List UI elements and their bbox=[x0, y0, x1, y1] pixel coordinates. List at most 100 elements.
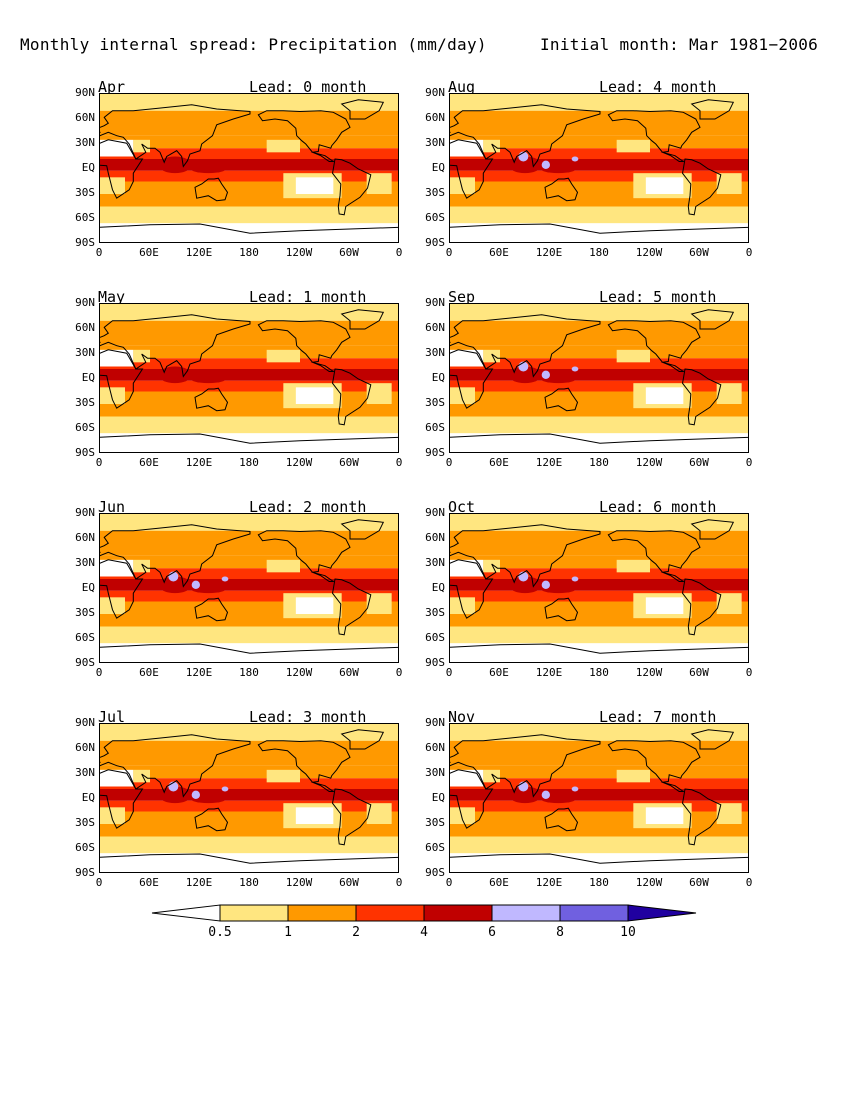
peak-spread bbox=[541, 790, 550, 799]
coastline bbox=[450, 349, 494, 409]
dry-zone bbox=[295, 387, 334, 404]
x-tick-label: 120E bbox=[185, 666, 213, 679]
dry-zone bbox=[133, 349, 150, 363]
precip-band bbox=[450, 836, 748, 854]
coastline bbox=[681, 578, 722, 636]
coastline bbox=[331, 158, 372, 216]
x-tick-label: 0 bbox=[745, 666, 753, 679]
precip-band bbox=[100, 206, 398, 224]
wet-maximum bbox=[345, 580, 388, 588]
dry-zone bbox=[645, 597, 684, 614]
x-tick-label: 120W bbox=[285, 246, 313, 259]
dry-zone bbox=[266, 559, 300, 573]
coastline bbox=[544, 597, 579, 622]
colorbar-label: 0.5 bbox=[208, 925, 232, 940]
precip-band bbox=[100, 181, 398, 207]
y-tick-label: 30N bbox=[75, 346, 95, 359]
y-tick-label: 60S bbox=[75, 421, 95, 434]
x-tick-label: 120E bbox=[535, 246, 563, 259]
colorbar-label: 8 bbox=[556, 925, 564, 940]
y-tick-label: 60S bbox=[425, 841, 445, 854]
precip-band bbox=[100, 391, 398, 417]
precip-band bbox=[100, 514, 398, 531]
x-tick-label: 0 bbox=[395, 666, 403, 679]
wet-maximum bbox=[508, 576, 542, 594]
dry-zone bbox=[295, 177, 334, 194]
y-tick-label: EQ bbox=[431, 161, 445, 174]
dry-zone bbox=[716, 383, 742, 404]
panel-month: Sep bbox=[448, 288, 476, 306]
y-tick-label: 30N bbox=[75, 766, 95, 779]
wet-maximum bbox=[345, 790, 388, 798]
coastline bbox=[607, 320, 701, 372]
colorbar bbox=[151, 904, 697, 922]
precip-band bbox=[100, 568, 398, 579]
x-tick-label: 180 bbox=[239, 666, 259, 679]
coastline bbox=[340, 99, 385, 120]
precip-map bbox=[99, 93, 399, 243]
x-tick-label: 180 bbox=[239, 876, 259, 889]
wet-maximum bbox=[187, 369, 230, 384]
dry-zone bbox=[366, 383, 392, 404]
dry-zone bbox=[100, 597, 125, 614]
x-tick-label: 60W bbox=[689, 666, 709, 679]
dry-zone bbox=[450, 177, 475, 194]
coastline bbox=[450, 769, 494, 829]
y-tick-label: 30S bbox=[425, 186, 445, 199]
peak-spread bbox=[191, 790, 200, 799]
wet-maximum bbox=[187, 159, 230, 174]
wet-maximum bbox=[695, 160, 738, 168]
coastline bbox=[450, 223, 748, 234]
x-tick-label: 60E bbox=[139, 666, 159, 679]
map-panel-apr: Apr Lead: 0 month 90N 60N 30N EQ 30S 60S 90S 0 60E… bbox=[75, 78, 459, 268]
y-tick-label: 60S bbox=[75, 841, 95, 854]
dry-zone bbox=[616, 349, 650, 363]
precip-band bbox=[450, 800, 748, 812]
precip-band bbox=[450, 811, 748, 837]
coastline bbox=[194, 387, 229, 412]
y-tick-label: 90S bbox=[425, 656, 445, 669]
precip-band bbox=[450, 135, 748, 149]
x-tick-label: 0 bbox=[95, 666, 103, 679]
dry-zone bbox=[716, 803, 742, 824]
peak-spread bbox=[541, 580, 550, 589]
coastline bbox=[690, 519, 735, 540]
panel-month: Nov bbox=[448, 708, 476, 726]
panel-month: May bbox=[98, 288, 126, 306]
wet-maximum bbox=[570, 789, 663, 797]
peak-spread bbox=[191, 580, 200, 589]
y-tick-label: 60S bbox=[425, 211, 445, 224]
wet-maximum bbox=[508, 366, 542, 384]
y-tick-label: 90S bbox=[75, 656, 95, 669]
dry-zone bbox=[100, 807, 125, 824]
dry-zone bbox=[100, 387, 125, 404]
y-tick-label: 90S bbox=[75, 866, 95, 879]
colorbar-label: 6 bbox=[488, 925, 496, 940]
precip-band bbox=[100, 811, 398, 837]
map-panel-jun: Jun Lead: 2 month 90N 60N 30N EQ 30S 60S 90S 0 60E… bbox=[75, 498, 459, 688]
colorbar-bin-5 bbox=[491, 904, 561, 922]
peak-spread bbox=[571, 156, 579, 162]
y-tick-label: 60S bbox=[425, 421, 445, 434]
y-tick-label: 30N bbox=[425, 346, 445, 359]
dry-zone bbox=[450, 139, 484, 157]
dry-zone bbox=[716, 593, 742, 614]
y-tick-label: 60N bbox=[425, 531, 445, 544]
dry-zone bbox=[133, 139, 150, 153]
x-tick-label: 0 bbox=[95, 246, 103, 259]
colorbar-right-arrow bbox=[627, 904, 697, 922]
wet-maximum bbox=[220, 369, 313, 377]
y-tick-label: 60N bbox=[75, 531, 95, 544]
precip-band bbox=[100, 724, 398, 741]
peak-spread bbox=[221, 786, 229, 792]
x-tick-label: 120E bbox=[185, 246, 213, 259]
x-tick-label: 120W bbox=[635, 456, 663, 469]
coastline bbox=[681, 368, 722, 426]
y-tick-label: 90N bbox=[75, 506, 95, 519]
peak-spread bbox=[571, 786, 579, 792]
panel-month: Jun bbox=[98, 498, 126, 516]
colorbar-label: 1 bbox=[284, 925, 292, 940]
x-tick-label: 60E bbox=[489, 876, 509, 889]
panel-month: Aug bbox=[448, 78, 476, 96]
dry-zone bbox=[266, 139, 300, 153]
